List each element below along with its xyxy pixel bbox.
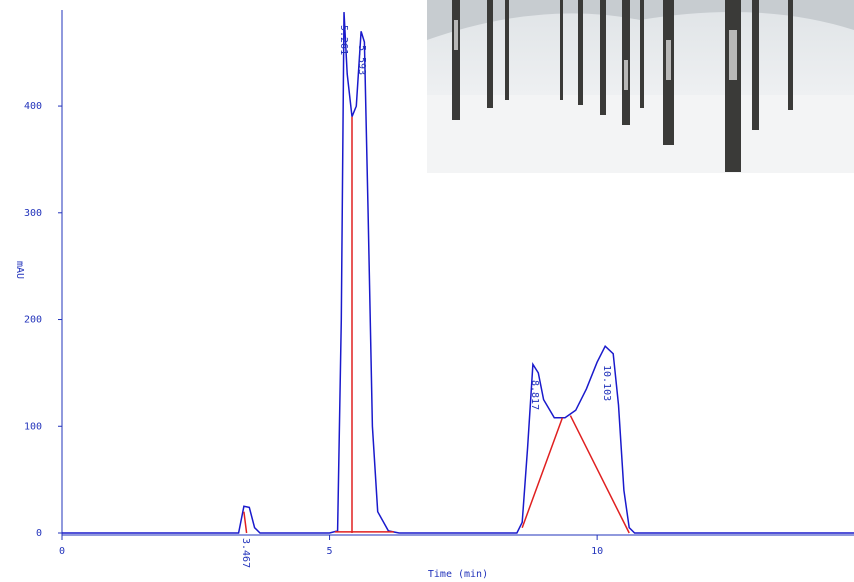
peak-label: 5.593 [356, 45, 367, 75]
y-tick-label: 100 [24, 421, 42, 432]
photo [427, 0, 854, 173]
x-tick-label: 5 [327, 546, 333, 557]
peak-label: 5.261 [338, 25, 349, 55]
y-tick-label: 300 [24, 208, 42, 219]
peak-label: 3.467 [240, 538, 251, 568]
chart: Time (min) mAU 0 100 200 300 400 0 5 10 3.467 5.2… [0, 0, 854, 582]
x-axis-label: Time (min) [428, 569, 488, 580]
y-tick-label: 400 [24, 101, 42, 112]
y-tick-label: 0 [36, 528, 42, 539]
trace [244, 117, 629, 533]
x-tick-label: 0 [59, 546, 65, 557]
peak-label: 8.817 [529, 380, 540, 410]
y-tick-label: 200 [24, 315, 42, 326]
y-axis-label: mAU [14, 261, 25, 279]
peak-label: 10.103 [601, 365, 612, 401]
x-tick-label: 10 [591, 546, 603, 557]
